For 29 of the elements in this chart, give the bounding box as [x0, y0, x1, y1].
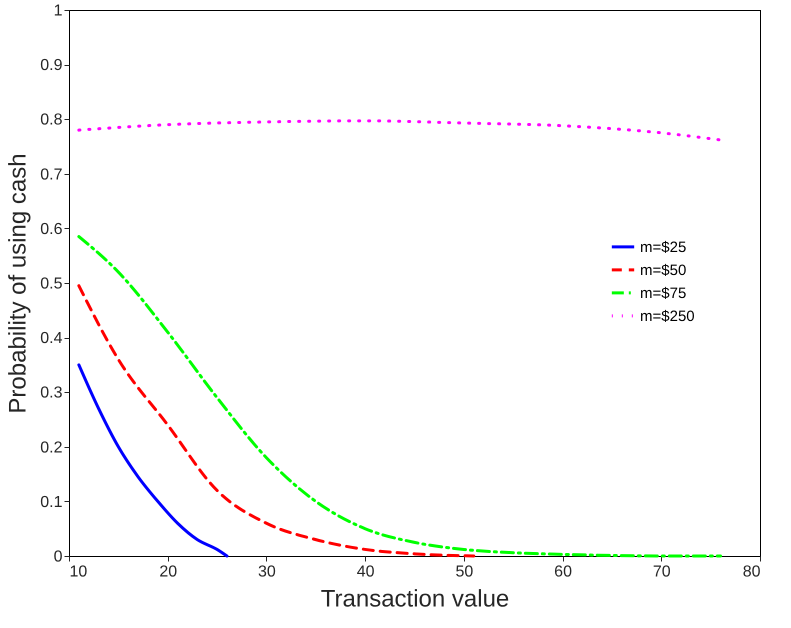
y-tick-label: 0.4 — [40, 330, 63, 348]
line-series — [77, 119, 722, 142]
x-tick-label: 40 — [356, 564, 375, 580]
legend-label: m=$75 — [640, 284, 686, 302]
y-tick-label: 0.9 — [40, 57, 63, 74]
y-tick-label: 0.6 — [40, 220, 63, 238]
x-tick-label: 30 — [258, 564, 276, 580]
y-tick-label: 0.2 — [40, 439, 63, 456]
y-axis-title: Probability of using cash — [4, 153, 32, 414]
y-tick-label: 0.1 — [40, 494, 63, 511]
y-tick-label: 0.3 — [40, 384, 63, 402]
x-tick-label: 70 — [652, 564, 671, 580]
line-series — [77, 235, 722, 558]
x-tick-label: 50 — [455, 564, 474, 580]
x-tick-label: 10 — [70, 564, 88, 580]
legend-label: m=$50 — [640, 262, 686, 279]
y-tick-label: 0.8 — [40, 112, 63, 129]
x-axis-title: Transaction value — [320, 586, 510, 612]
y-tick-label: 1 — [54, 2, 63, 20]
x-tick-label: 60 — [554, 564, 572, 580]
x-tick-label: 20 — [159, 564, 178, 580]
legend-label: m=$25 — [640, 238, 686, 256]
line-series — [77, 284, 476, 558]
y-tick-label: 0.7 — [40, 166, 63, 184]
y-tick-label: 0.5 — [40, 276, 63, 292]
line-series — [77, 363, 228, 558]
x-tick-label: 80 — [742, 564, 761, 580]
legend-label: m=$250 — [640, 308, 695, 325]
y-tick-label: 0 — [54, 548, 63, 566]
